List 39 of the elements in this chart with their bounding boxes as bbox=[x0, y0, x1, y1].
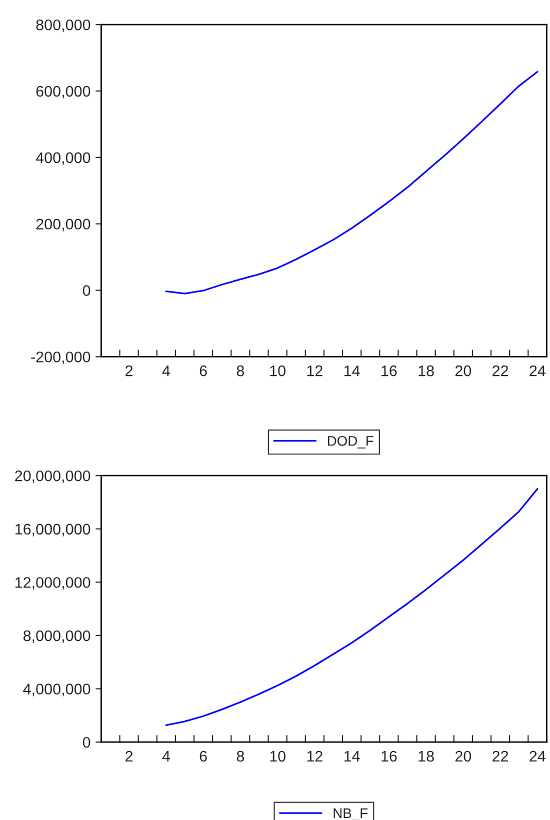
y-tick-label: 200,000 bbox=[36, 218, 90, 232]
y-tick-label: 16,000,000 bbox=[15, 524, 90, 536]
y-tick-label: 12,000,000 bbox=[15, 577, 90, 590]
x-tick-label: 4 bbox=[162, 750, 170, 762]
y-tick-label: 20,000,000 bbox=[15, 470, 90, 484]
line-series bbox=[165, 70, 538, 294]
x-tick-label: 6 bbox=[200, 750, 207, 762]
x-tick-label: 16 bbox=[382, 365, 397, 376]
x-tick-label: 2 bbox=[126, 365, 133, 376]
x-tick-label: 22 bbox=[492, 365, 508, 376]
y-tick-label: 4,000,000 bbox=[23, 684, 90, 696]
x-tick-label: 20 bbox=[455, 365, 472, 376]
x-tick-label: 18 bbox=[418, 750, 434, 762]
y-tick-label: 8,000,000 bbox=[23, 630, 90, 643]
y-tick-label: 0 bbox=[82, 285, 90, 296]
x-tick-label: 8 bbox=[236, 365, 244, 376]
line-series bbox=[165, 488, 538, 726]
y-tick-label: 800,000 bbox=[36, 19, 90, 32]
x-tick-label: 10 bbox=[270, 750, 286, 762]
x-tick-label: 16 bbox=[382, 750, 397, 762]
y-tick-label: 400,000 bbox=[36, 152, 90, 165]
x-tick-label: 24 bbox=[530, 365, 546, 376]
x-tick-label: 8 bbox=[236, 750, 244, 762]
x-tick-label: 10 bbox=[270, 365, 286, 376]
x-tick-label: 12 bbox=[307, 750, 322, 762]
legend-label: DOD_F bbox=[328, 436, 374, 448]
x-tick-label: 6 bbox=[200, 365, 207, 376]
x-tick-label: 24 bbox=[530, 750, 546, 762]
y-tick-label: -200,000 bbox=[31, 352, 90, 364]
x-tick-label: 2 bbox=[126, 750, 133, 762]
x-tick-label: 18 bbox=[418, 365, 434, 376]
y-tick-label: 600,000 bbox=[36, 86, 90, 99]
x-tick-label: 22 bbox=[492, 750, 508, 762]
x-tick-label: 14 bbox=[344, 750, 360, 762]
y-tick-label: 0 bbox=[82, 736, 90, 748]
x-tick-label: 20 bbox=[455, 750, 472, 762]
x-tick-label: 12 bbox=[307, 365, 322, 376]
x-tick-label: 4 bbox=[162, 366, 170, 376]
x-tick-label: 14 bbox=[344, 366, 360, 376]
